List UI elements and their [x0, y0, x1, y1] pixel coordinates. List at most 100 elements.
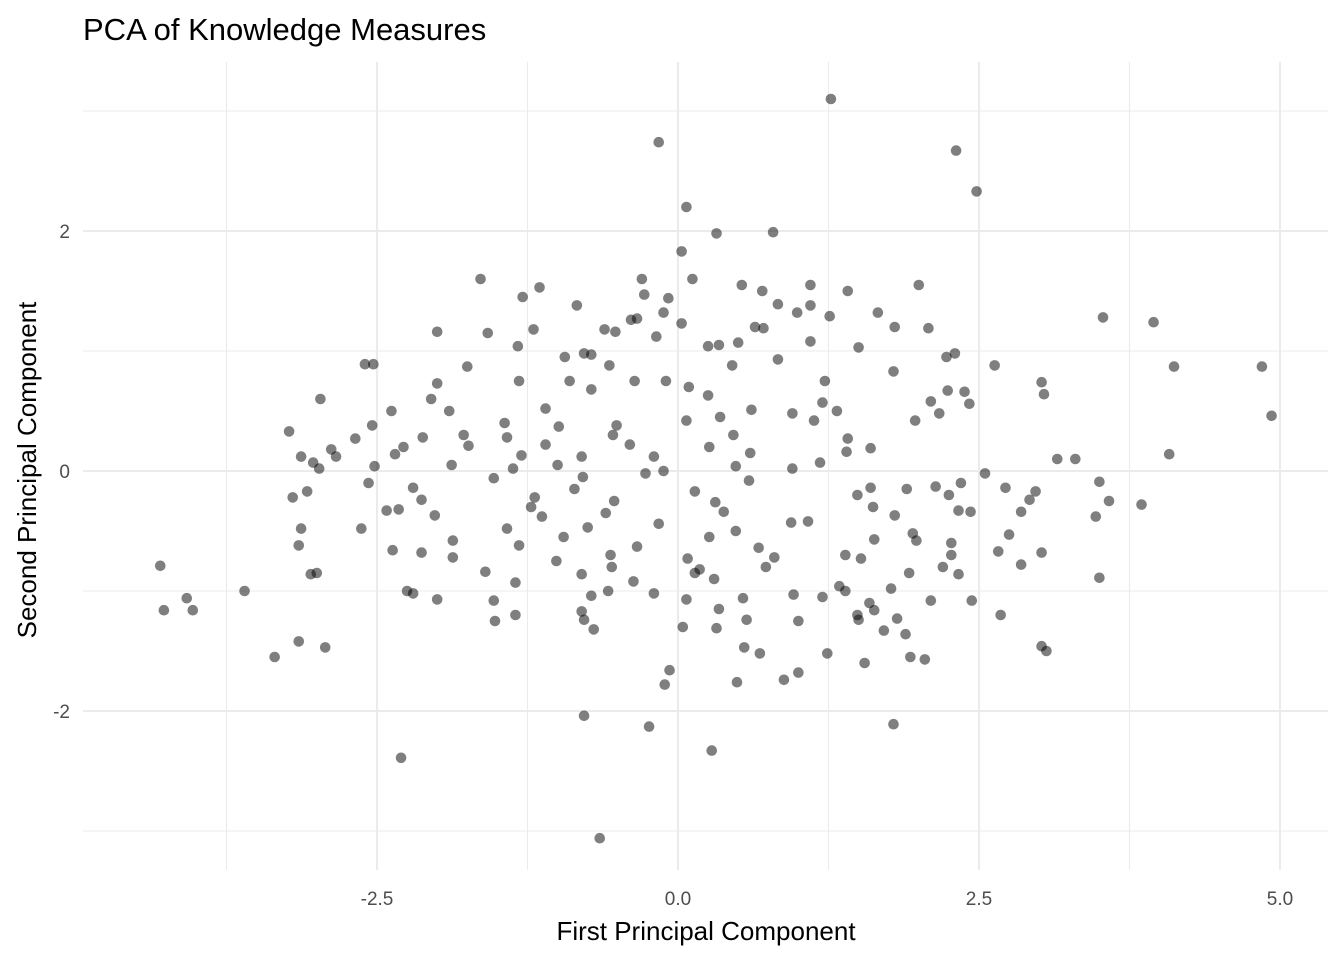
data-point: [805, 300, 816, 311]
data-point: [1266, 410, 1277, 422]
data-point: [386, 405, 397, 417]
data-point: [653, 518, 665, 530]
data-point: [704, 441, 715, 453]
data-point: [576, 606, 587, 617]
data-point: [475, 273, 486, 285]
data-point: [315, 393, 326, 405]
data-point: [758, 322, 769, 334]
data-point: [903, 567, 915, 579]
data-point: [872, 307, 884, 318]
data-point: [510, 577, 521, 588]
data-points: [154, 93, 1277, 844]
data-point: [769, 552, 780, 563]
data-point: [971, 186, 982, 197]
data-point: [1168, 361, 1180, 372]
data-point: [458, 429, 469, 441]
data-point: [802, 516, 814, 527]
y-tick-label: 0: [59, 462, 70, 483]
data-point: [817, 397, 828, 408]
x-axis-tick-labels: -2.5 0.0 2.5 5.0: [361, 889, 1294, 910]
data-point: [369, 460, 380, 472]
data-point: [488, 595, 500, 606]
minor-gridlines: [83, 62, 1328, 870]
data-point: [664, 664, 675, 676]
data-point: [1051, 453, 1063, 465]
data-point: [551, 555, 562, 567]
data-point: [429, 510, 441, 521]
data-point: [564, 375, 575, 387]
data-point: [760, 561, 772, 573]
data-point: [730, 525, 742, 537]
data-point: [683, 381, 695, 393]
data-point: [743, 475, 755, 486]
data-point: [187, 604, 199, 616]
data-point: [730, 460, 742, 472]
data-point: [953, 568, 964, 580]
data-point: [653, 136, 665, 148]
data-point: [942, 385, 953, 396]
data-point: [1163, 448, 1175, 460]
data-point: [293, 540, 305, 551]
data-point: [824, 310, 836, 322]
data-point: [507, 463, 519, 474]
data-point: [1256, 361, 1268, 372]
data-point: [706, 745, 718, 756]
data-point: [726, 360, 738, 371]
data-point: [841, 446, 852, 458]
data-point: [607, 429, 619, 441]
data-point: [855, 553, 867, 564]
data-point: [992, 546, 1004, 557]
data-point: [714, 411, 726, 423]
data-point: [1024, 494, 1035, 506]
data-point: [817, 591, 828, 603]
data-point: [859, 657, 870, 669]
data-point: [889, 321, 901, 333]
data-point: [941, 351, 952, 363]
data-point: [552, 459, 563, 471]
data-point: [1036, 547, 1047, 558]
data-point: [943, 489, 955, 501]
data-point: [407, 482, 419, 494]
data-point: [571, 300, 583, 311]
data-point: [959, 386, 970, 398]
data-point: [867, 501, 879, 513]
data-point: [788, 589, 799, 600]
data-point: [842, 285, 854, 297]
data-point: [643, 721, 655, 732]
data-point: [889, 510, 901, 521]
data-point: [407, 588, 419, 599]
data-point: [431, 594, 443, 605]
data-point: [900, 628, 911, 640]
data-point: [878, 625, 890, 636]
data-point: [842, 433, 854, 444]
data-point: [611, 420, 622, 431]
data-point: [778, 674, 790, 686]
data-point: [576, 451, 587, 462]
chart-title: PCA of Knowledge Measures: [83, 12, 486, 47]
x-tick-label: 0.0: [665, 889, 691, 910]
data-point: [787, 408, 798, 419]
data-point: [923, 322, 934, 334]
data-point: [501, 432, 513, 443]
data-point: [381, 505, 392, 516]
data-point: [663, 292, 674, 304]
data-point: [443, 405, 455, 417]
data-point: [933, 408, 945, 419]
data-point: [753, 542, 764, 554]
data-point: [965, 506, 976, 518]
data-point: [741, 614, 752, 626]
data-point: [512, 340, 524, 352]
data-point: [387, 544, 398, 556]
data-point: [648, 451, 660, 462]
data-point: [636, 273, 648, 285]
data-point: [1103, 495, 1115, 507]
x-tick-label: -2.5: [361, 889, 394, 910]
data-point: [586, 384, 597, 395]
data-point: [949, 348, 961, 359]
data-point: [648, 588, 660, 599]
data-point: [313, 463, 325, 474]
data-point: [682, 553, 693, 564]
data-point: [1015, 559, 1027, 570]
data-point: [239, 585, 250, 597]
